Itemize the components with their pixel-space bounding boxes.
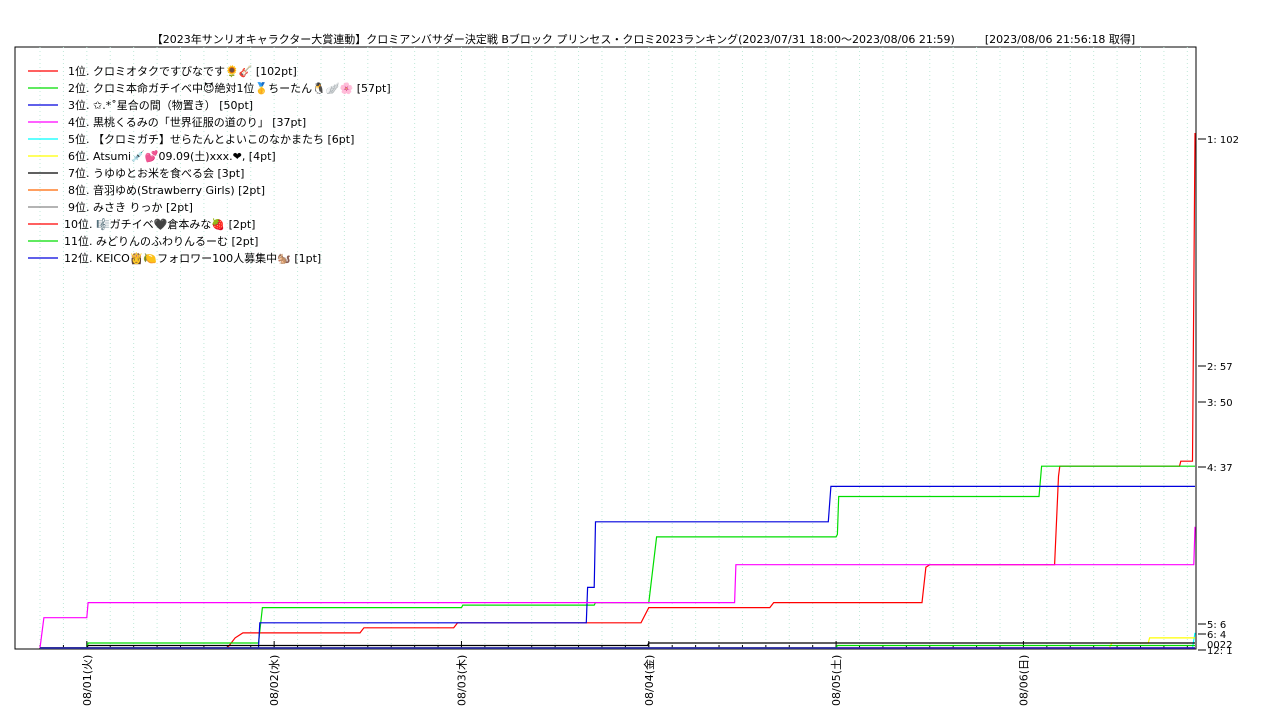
x-tick-label: 08/02(水) xyxy=(268,655,281,706)
series-line xyxy=(40,485,1195,649)
legend-entry: 11位. みどりんのふわりんるーむ [2pt] xyxy=(64,234,258,248)
x-tick-label: 08/03(木) xyxy=(455,655,468,706)
end-label: 12: 1 xyxy=(1207,646,1233,657)
legend-entry: 3位. ✩.*˚星合の間（物置き） [50pt] xyxy=(68,98,253,112)
x-tick-label: 08/01(火) xyxy=(81,655,94,706)
legend-entry: 1位. クロミオタクですびなです🌻🎸 [102pt] xyxy=(68,64,297,78)
chart-title-timestamp: [2023/08/06 21:56:18 取得] xyxy=(984,33,1136,46)
series-line xyxy=(39,526,1196,649)
legend-entry: 7位. うゆゆとお米を食べる会 [3pt] xyxy=(68,166,244,180)
x-tick-label: 08/05(土) xyxy=(830,655,843,706)
chart-title: 【2023年サンリオキャラクター大賞連動】クロミアンバサダー決定戦 Bブロック … xyxy=(0,18,1280,47)
x-tick-label: 08/04(金) xyxy=(642,655,656,706)
end-label: 1: 102 xyxy=(1207,135,1239,146)
end-label-compact: 0022 xyxy=(1207,640,1232,651)
end-label: 2: 57 xyxy=(1207,362,1233,373)
legend-entry: 9位. みさき りっか [2pt] xyxy=(68,200,193,214)
legend-entry: 2位. クロミ本命ガチイベ中😈絶対1位🥇ちーたん🐧🪽🌸 [57pt] xyxy=(68,81,391,95)
legend-entry: 8位. 音羽ゆめ(Strawberry Girls) [2pt] xyxy=(68,183,265,197)
end-label: 3: 50 xyxy=(1207,398,1233,409)
legend-entry: 5位. 【クロミガチ】せらたんとよいこのなかまたち [6pt] xyxy=(68,132,354,146)
legend-entry: 12位. KEICO👸🍋フォロワー100人募集中🐿️ [1pt] xyxy=(64,251,321,265)
series-line xyxy=(40,465,1195,649)
legend-entry: 6位. Atsumi💉💕09.09(土)xxx.❤︎, [4pt] xyxy=(68,149,276,163)
plot-frame xyxy=(14,46,1197,650)
legend-entry: 10位. 🎼ガチイベ🖤倉本みな🍓 [2pt] xyxy=(64,217,255,231)
series-line xyxy=(40,132,1196,649)
chart-title-main: 【2023年サンリオキャラクター大賞連動】クロミアンバサダー決定戦 Bブロック … xyxy=(151,33,955,46)
end-label: 6: 4 xyxy=(1207,630,1226,641)
end-label: 4: 37 xyxy=(1207,463,1233,474)
legend-entry: 4位. 黒桃くるみの「世界征服の道のり」 [37pt] xyxy=(68,115,306,129)
x-tick-label: 08/06(日) xyxy=(1017,655,1030,706)
end-label: 5: 6 xyxy=(1207,620,1226,631)
